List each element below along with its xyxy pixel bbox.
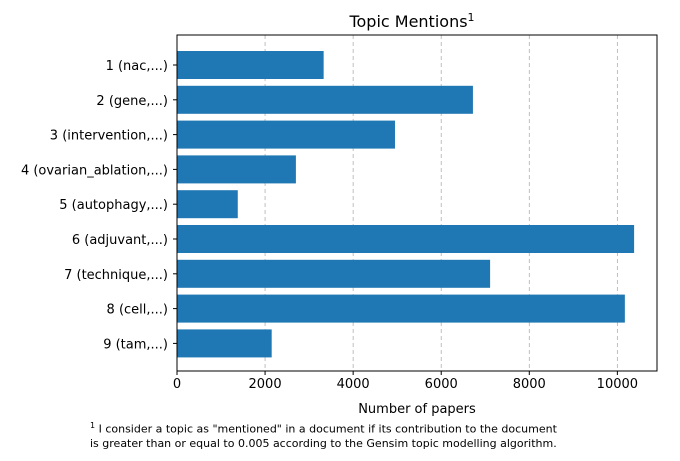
y-axis: 1 (nac,...) 2 (gene,...) 3 (intervention,.… (21, 59, 177, 352)
footnote-text-1: I consider a topic as "mentioned" in a d… (95, 422, 557, 436)
bar (177, 259, 491, 288)
footnote-line-2: is greater than or equal to 0.005 accord… (90, 437, 557, 450)
footnote-marker: 1 (90, 421, 96, 430)
x-axis-label: Number of papers (358, 402, 476, 417)
y-tick-label: 4 (ovarian_ablation,...) (21, 163, 168, 178)
bar (177, 155, 296, 184)
bar (177, 51, 324, 79)
bar (177, 225, 635, 253)
y-tick-label: 1 (nac,...) (106, 59, 168, 74)
x-tick-label: 10000 (597, 377, 638, 392)
x-axis: 0 2000 4000 6000 8000 10000 (173, 371, 638, 392)
x-tick-label: 0 (173, 377, 181, 392)
x-tick-label: 8000 (513, 377, 546, 392)
bar (177, 329, 272, 358)
chart-title-text: Topic Mentions (348, 12, 467, 31)
bar (177, 120, 395, 149)
y-tick-label: 8 (cell,...) (107, 303, 168, 318)
y-tick-label: 7 (technique,...) (64, 268, 168, 283)
chart-title-superscript: 1 (468, 11, 475, 24)
bar (177, 85, 473, 114)
y-tick-label: 9 (tam,...) (103, 337, 168, 352)
x-tick-label: 6000 (425, 377, 458, 392)
bars (177, 51, 635, 358)
y-tick-label: 3 (intervention,...) (50, 129, 168, 144)
footnote-line-1: 1 I consider a topic as "mentioned" in a… (90, 421, 670, 436)
y-tick-label: 2 (gene,...) (96, 94, 168, 109)
y-tick-label: 5 (autophagy,...) (59, 198, 168, 213)
y-tick-label: 6 (adjuvant,...) (72, 233, 168, 248)
x-tick-label: 2000 (249, 377, 282, 392)
bar (177, 294, 625, 323)
chart-title: Topic Mentions1 (348, 11, 474, 31)
x-tick-label: 4000 (337, 377, 370, 392)
plot-area-frame (176, 34, 658, 372)
bar (177, 190, 238, 219)
